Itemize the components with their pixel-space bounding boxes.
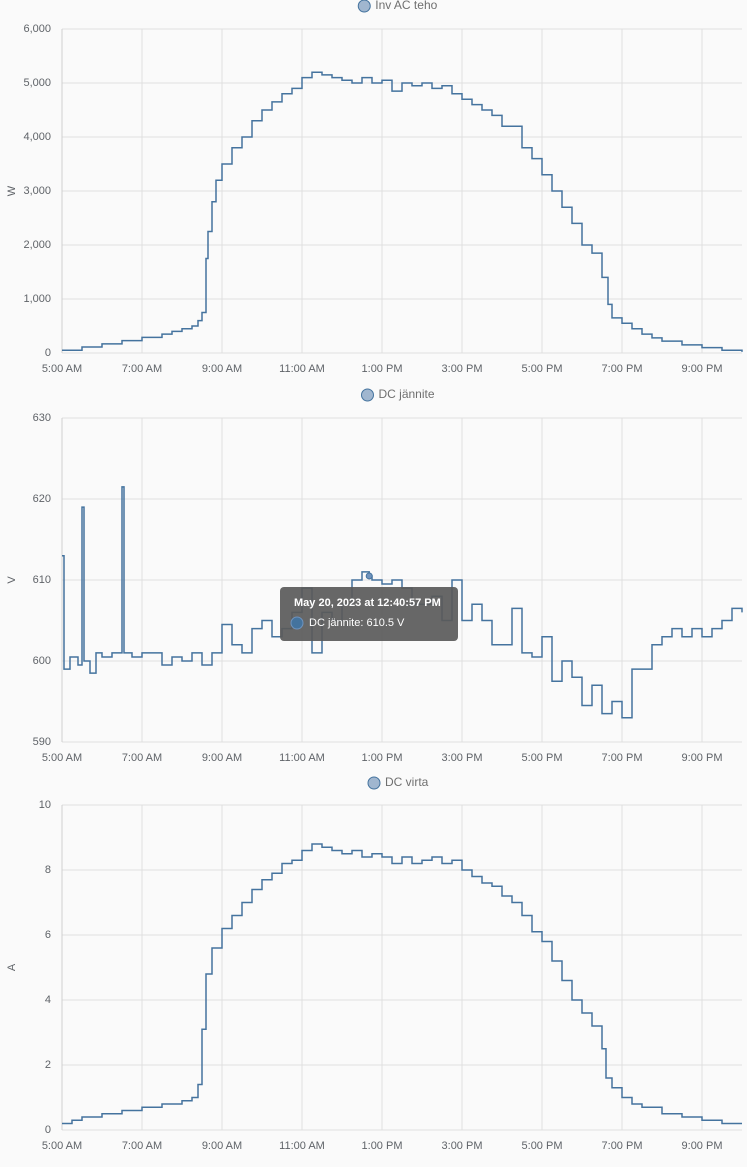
y-tick-label: 4 xyxy=(45,994,51,1006)
data-line xyxy=(62,71,743,352)
y-tick-label: 8 xyxy=(45,864,51,876)
tooltip-label: DC jännite: 610.5 V xyxy=(309,617,405,629)
x-tick-label: 11:00 AM xyxy=(279,752,325,764)
x-tick-label: 7:00 AM xyxy=(122,363,162,375)
x-tick-label: 9:00 AM xyxy=(202,752,242,764)
x-tick-label: 9:00 PM xyxy=(682,752,723,764)
x-tick-label: 5:00 AM xyxy=(42,1140,82,1152)
y-axis-label: A xyxy=(6,963,18,971)
y-tick-label: 0 xyxy=(45,1124,51,1136)
legend-label: DC virta xyxy=(385,775,429,789)
x-tick-label: 3:00 PM xyxy=(442,1140,483,1152)
y-tick-label: 590 xyxy=(33,736,51,748)
x-tick-label: 9:00 PM xyxy=(682,1140,723,1152)
x-tick-label: 5:00 PM xyxy=(522,363,563,375)
x-tick-label: 7:00 PM xyxy=(602,752,643,764)
y-tick-label: 620 xyxy=(33,493,51,505)
y-tick-label: 600 xyxy=(33,655,51,667)
y-tick-label: 1,000 xyxy=(23,293,51,305)
x-tick-label: 9:00 PM xyxy=(682,363,723,375)
x-tick-label: 3:00 PM xyxy=(442,752,483,764)
x-tick-label: 9:00 AM xyxy=(202,363,242,375)
x-tick-label: 1:00 PM xyxy=(362,363,403,375)
y-tick-label: 0 xyxy=(45,347,51,359)
tooltip-box xyxy=(280,587,458,641)
x-tick-label: 11:00 AM xyxy=(279,1140,325,1152)
y-tick-label: 610 xyxy=(33,574,51,586)
y-axis-label: W xyxy=(6,185,18,196)
x-tick-label: 5:00 AM xyxy=(42,752,82,764)
tooltip: May 20, 2023 at 12:40:57 PM DC jännite: 6… xyxy=(280,587,458,641)
y-tick-label: 2,000 xyxy=(23,239,51,251)
legend-marker xyxy=(361,388,374,402)
chart: 0 1,000 2,000 3,000 4,000 5,000 6,000 5:00 AM 7:… xyxy=(6,0,743,375)
x-tick-label: 7:00 AM xyxy=(122,752,162,764)
hover-point xyxy=(365,572,373,580)
x-tick-label: 5:00 PM xyxy=(522,752,563,764)
legend-label: DC jännite xyxy=(379,387,435,401)
y-tick-label: 2 xyxy=(45,1059,51,1071)
y-tick-label: 5,000 xyxy=(23,77,51,89)
x-tick-label: 1:00 PM xyxy=(362,752,403,764)
x-tick-label: 7:00 PM xyxy=(602,363,643,375)
legend-marker xyxy=(367,776,381,790)
y-tick-label: 6,000 xyxy=(23,23,51,35)
y-tick-label: 10 xyxy=(39,799,51,811)
x-tick-label: 5:00 AM xyxy=(42,363,82,375)
tooltip-marker xyxy=(290,616,304,630)
x-tick-label: 7:00 PM xyxy=(602,1140,643,1152)
x-tick-label: 1:00 PM xyxy=(362,1140,403,1152)
x-tick-label: 11:00 AM xyxy=(279,363,325,375)
legend-label: Inv AC teho xyxy=(375,0,437,12)
tooltip-title: May 20, 2023 at 12:40:57 PM xyxy=(294,597,441,609)
y-axis-label: V xyxy=(6,576,18,584)
y-tick-label: 630 xyxy=(33,412,51,424)
legend-marker xyxy=(357,0,371,13)
x-tick-label: 5:00 PM xyxy=(522,1140,563,1152)
x-tick-label: 3:00 PM xyxy=(442,363,483,375)
chart: 590 600 610 620 630 5:00 AM 7:00 AM 9:00 AM 11:0… xyxy=(6,387,743,764)
x-tick-label: 9:00 AM xyxy=(202,1140,242,1152)
y-tick-label: 6 xyxy=(45,929,51,941)
data-line xyxy=(62,843,742,1125)
chart: 0 2 4 6 8 10 5:00 AM 7:00 AM 9:00 AM 11:00 AM 1:00… xyxy=(6,775,742,1152)
y-tick-label: 3,000 xyxy=(23,185,51,197)
x-tick-label: 7:00 AM xyxy=(122,1140,162,1152)
y-tick-label: 4,000 xyxy=(23,131,51,143)
